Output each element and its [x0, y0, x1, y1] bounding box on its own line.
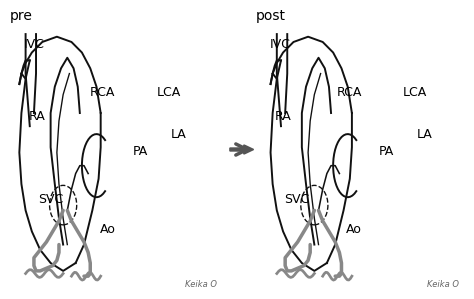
Text: RCA: RCA: [337, 86, 362, 99]
Text: pre: pre: [9, 9, 32, 23]
Text: post: post: [256, 9, 286, 23]
Text: PA: PA: [133, 146, 148, 158]
FancyArrowPatch shape: [233, 144, 253, 155]
Text: SVC: SVC: [284, 193, 310, 206]
Text: SVC: SVC: [38, 193, 63, 206]
Text: RA: RA: [275, 110, 292, 123]
Text: PA: PA: [379, 146, 394, 158]
Text: Keika O: Keika O: [427, 280, 459, 289]
Text: Keika O: Keika O: [185, 280, 217, 289]
Text: Ao: Ao: [346, 223, 362, 236]
Text: LCA: LCA: [156, 86, 181, 99]
Text: IVC: IVC: [24, 38, 45, 51]
Text: LCA: LCA: [403, 86, 427, 99]
Text: Ao: Ao: [100, 223, 115, 236]
Text: LA: LA: [417, 128, 433, 141]
Text: RA: RA: [28, 110, 45, 123]
Polygon shape: [230, 145, 254, 154]
Text: RCA: RCA: [90, 86, 116, 99]
Text: LA: LA: [171, 128, 186, 141]
Text: IVC: IVC: [270, 38, 291, 51]
